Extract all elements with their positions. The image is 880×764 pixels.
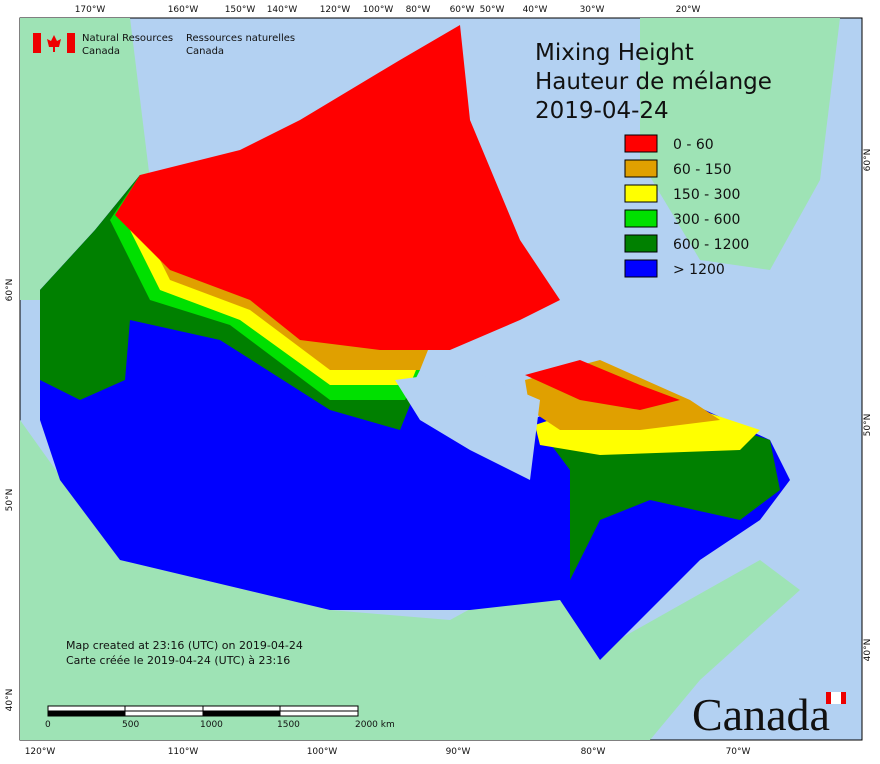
scale-segment — [279, 710, 359, 717]
legend-swatch — [624, 134, 658, 153]
scale-segment — [124, 710, 204, 717]
map-title: Mixing Height — [535, 40, 694, 66]
logo-text: Ressources naturelles — [186, 33, 295, 44]
latitude-label: 50°N — [5, 489, 15, 512]
maple-leaf — [47, 35, 61, 52]
longitude-label: 30°W — [580, 5, 605, 15]
map-title: Hauteur de mélange — [535, 69, 772, 95]
legend-swatch — [624, 209, 658, 228]
longitude-label: 110°W — [168, 747, 199, 757]
map-note: Carte créée le 2019-04-24 (UTC) à 23:16 — [66, 654, 290, 667]
legend-swatch — [624, 234, 658, 253]
legend-swatch — [624, 259, 658, 278]
longitude-label: 160°W — [168, 5, 199, 15]
longitude-label: 80°W — [406, 5, 431, 15]
wordmark: Canada — [692, 689, 830, 740]
logo-text: Canada — [82, 46, 120, 57]
scale-label: 1000 — [200, 720, 223, 730]
latitude-label: 60°N — [5, 279, 15, 302]
longitude-label: 100°W — [363, 5, 394, 15]
legend-label: 600 - 1200 — [673, 237, 749, 253]
longitude-label: 170°W — [75, 5, 106, 15]
logo-text: Canada — [186, 46, 224, 57]
scale-segment — [124, 705, 204, 712]
longitude-label: 100°W — [307, 747, 338, 757]
wordmark-flag — [831, 692, 841, 704]
longitude-label: 120°W — [320, 5, 351, 15]
latitude-label: 60°N — [863, 149, 873, 172]
longitude-label: 80°W — [581, 747, 606, 757]
legend-swatch — [624, 159, 658, 178]
scale-label: 0 — [45, 720, 51, 730]
alaska — [20, 18, 150, 300]
latitude-label: 50°N — [863, 414, 873, 437]
legend-label: > 1200 — [673, 262, 725, 278]
flag-bar — [67, 33, 75, 53]
zone-red-east — [525, 360, 680, 410]
legend-label: 60 - 150 — [673, 162, 732, 178]
legend-label: 150 - 300 — [673, 187, 740, 203]
longitude-label: 70°W — [726, 747, 751, 757]
longitude-label: 120°W — [25, 747, 56, 757]
longitude-label: 20°W — [676, 5, 701, 15]
scale-segment — [202, 710, 281, 717]
scale-segment — [47, 710, 126, 717]
latitude-label: 40°N — [5, 689, 15, 712]
legend-swatch — [624, 184, 658, 203]
longitude-label: 50°W — [480, 5, 505, 15]
longitude-label: 140°W — [267, 5, 298, 15]
scale-label: 1500 — [277, 720, 300, 730]
scale-label: 2000 km — [355, 720, 395, 730]
legend-label: 300 - 600 — [673, 212, 740, 228]
latitude-label: 40°N — [863, 639, 873, 662]
flag-bar — [33, 33, 41, 53]
zone-red — [115, 25, 560, 350]
longitude-label: 90°W — [446, 747, 471, 757]
hudson-bay — [395, 370, 540, 480]
greenland — [640, 18, 840, 270]
map-title: 2019-04-24 — [535, 98, 669, 124]
scale-label: 500 — [122, 720, 139, 730]
longitude-label: 40°W — [523, 5, 548, 15]
scale-segment — [279, 705, 359, 712]
longitude-label: 150°W — [225, 5, 256, 15]
logo-text: Natural Resources — [82, 33, 173, 44]
legend-label: 0 - 60 — [673, 137, 714, 153]
map-note: Map created at 23:16 (UTC) on 2019-04-24 — [66, 639, 303, 652]
usa — [20, 420, 800, 740]
scale-segment — [202, 705, 281, 712]
scale-segment — [47, 705, 126, 712]
longitude-label: 60°W — [450, 5, 475, 15]
